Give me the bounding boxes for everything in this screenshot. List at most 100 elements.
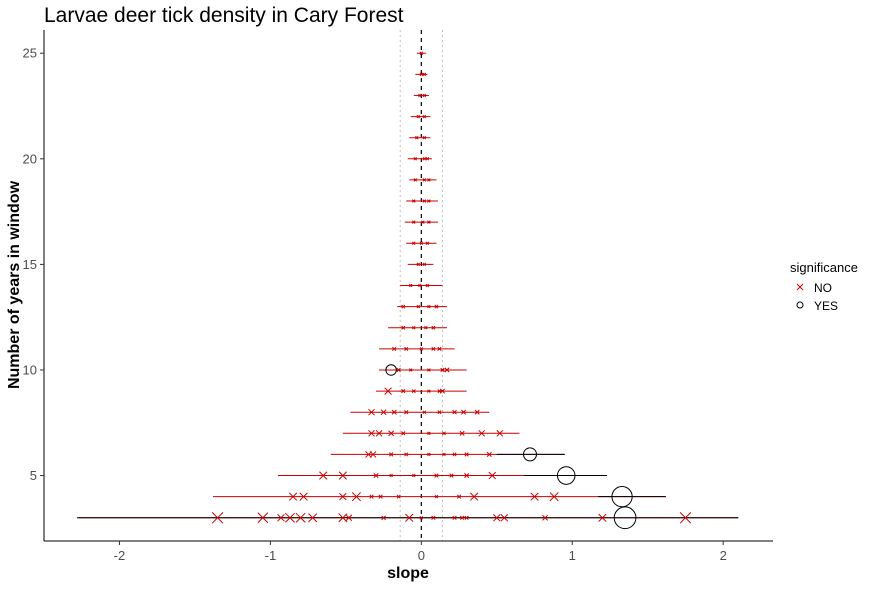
y-tick-label: 25 <box>23 46 37 61</box>
point-not-significant <box>396 367 401 373</box>
point-not-significant <box>419 347 424 351</box>
point-not-significant <box>418 283 422 288</box>
x-tick-label: 2 <box>720 548 727 563</box>
point-not-significant <box>277 514 285 522</box>
point-not-significant <box>425 283 430 288</box>
point-not-significant <box>211 512 224 524</box>
point-not-significant <box>419 241 424 246</box>
point-not-significant <box>412 473 416 478</box>
y-tick-label: 15 <box>23 257 37 272</box>
point-not-significant <box>375 429 383 437</box>
point-not-significant <box>412 199 416 203</box>
x-tick-label: -2 <box>114 548 126 563</box>
point-not-significant <box>425 241 430 246</box>
point-not-significant <box>351 492 361 502</box>
point-not-significant <box>396 494 401 499</box>
point-not-significant <box>401 325 406 330</box>
point-not-significant <box>431 346 436 351</box>
point-not-significant <box>368 429 375 437</box>
point-not-significant <box>415 135 419 140</box>
point-not-significant <box>389 473 393 478</box>
point-not-significant <box>404 452 409 457</box>
point-not-significant <box>388 430 395 437</box>
point-not-significant <box>530 492 539 501</box>
point-not-significant <box>422 72 427 77</box>
point-not-significant <box>369 494 374 499</box>
x-ticks: -2 -1 0 1 2 <box>114 541 727 563</box>
point-significant <box>611 486 633 508</box>
point-significant <box>385 364 397 376</box>
point-not-significant <box>437 410 442 415</box>
legend-label-no: NO <box>814 281 832 295</box>
point-not-significant <box>474 409 480 415</box>
point-not-significant <box>257 512 269 524</box>
point-not-significant <box>440 367 445 373</box>
point-not-significant <box>409 368 413 372</box>
point-not-significant <box>416 304 421 309</box>
point-not-significant <box>422 199 427 203</box>
axes: -2 -1 0 1 2 5 10 15 20 25 <box>23 30 773 563</box>
point-not-significant <box>488 471 497 480</box>
point-not-significant <box>405 513 414 522</box>
chart-title: Larvae deer tick density in Cary Forest <box>44 4 404 27</box>
y-tick-label: 5 <box>30 468 37 483</box>
y-axis-title: Number of years in window <box>6 180 23 389</box>
x-tick-label: -1 <box>265 548 277 563</box>
point-not-significant <box>369 451 377 458</box>
point-not-significant <box>496 429 504 437</box>
point-not-significant <box>392 346 397 352</box>
point-not-significant <box>434 473 439 478</box>
legend-key-yes <box>796 301 804 309</box>
point-not-significant <box>378 494 383 499</box>
point-not-significant <box>549 492 559 502</box>
legend-title: significance <box>790 260 858 275</box>
point-not-significant <box>431 325 436 330</box>
point-not-significant <box>470 492 479 501</box>
point-not-significant <box>416 262 421 267</box>
point-not-significant <box>437 346 442 352</box>
point-not-significant <box>679 512 692 524</box>
point-not-significant <box>425 157 430 161</box>
y-tick-label: 20 <box>23 151 37 166</box>
point-not-significant <box>459 430 465 436</box>
legend-label-yes: YES <box>814 299 838 313</box>
point-not-significant <box>401 304 406 309</box>
point-not-significant <box>422 410 427 414</box>
legend-key-no <box>796 283 804 291</box>
point-not-significant <box>422 157 427 161</box>
point-not-significant <box>338 513 348 523</box>
point-not-significant <box>444 367 450 373</box>
point-not-significant <box>421 220 425 224</box>
point-not-significant <box>427 220 431 224</box>
plot-area <box>77 30 739 541</box>
point-not-significant <box>381 515 386 521</box>
y-tick-label: 10 <box>23 362 37 377</box>
point-not-significant <box>434 304 439 309</box>
point-not-significant <box>427 199 431 203</box>
point-not-significant <box>422 262 427 267</box>
point-not-significant <box>427 178 431 182</box>
point-not-significant <box>412 325 416 330</box>
point-not-significant <box>418 93 422 98</box>
point-not-significant <box>368 408 375 416</box>
point-not-significant <box>442 452 446 457</box>
point-not-significant <box>422 178 427 182</box>
point-not-significant <box>598 513 607 522</box>
point-not-significant <box>427 389 431 393</box>
point-not-significant <box>419 516 424 520</box>
point-not-significant <box>401 388 406 394</box>
point-not-significant <box>431 515 436 520</box>
legend: significance NO YES <box>790 260 858 313</box>
point-not-significant <box>319 471 328 480</box>
point-not-significant <box>424 325 428 330</box>
point-not-significant <box>542 514 549 521</box>
point-not-significant <box>452 409 457 415</box>
point-not-significant <box>422 114 427 119</box>
point-not-significant <box>299 492 308 501</box>
point-not-significant <box>401 431 406 436</box>
point-not-significant <box>439 388 446 394</box>
y-ticks: 5 10 15 20 25 <box>23 46 44 483</box>
point-not-significant <box>456 494 462 499</box>
point-not-significant <box>413 178 418 182</box>
